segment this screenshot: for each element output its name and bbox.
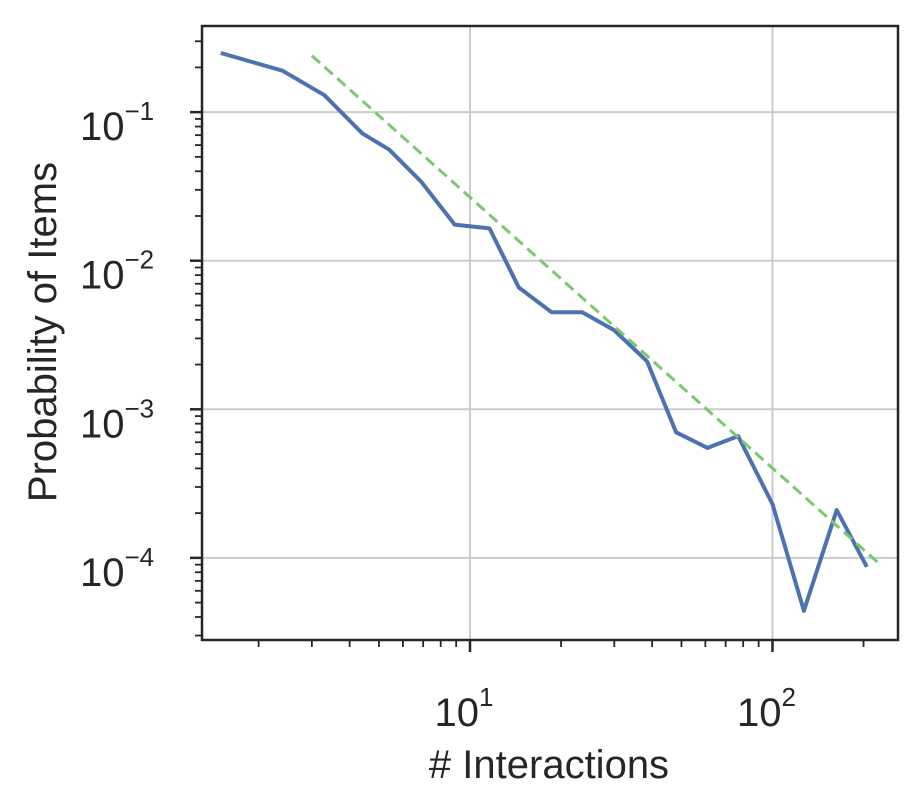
series-layer [220,51,883,613]
y-tick-base: 10 [80,402,125,446]
y-tick-exponent: −4 [125,542,155,572]
y-tick-label-1e-2: 10−2 [80,245,154,298]
plot-frame [200,24,900,642]
y-axis-label: Probability of Items [21,162,65,502]
x-tick-exponent: 2 [781,682,795,712]
x-tick-label-10: 101 [435,682,494,735]
y-tick-exponent: −3 [125,393,155,423]
y-tick-exponent: −2 [125,245,155,275]
y-tick-base: 10 [80,551,125,595]
x-tick-label-100: 102 [737,682,796,735]
y-tick-exponent: −1 [125,96,155,126]
y-tick-base: 10 [80,254,125,298]
y-tick-base: 10 [80,105,125,149]
power-law-fit-line [310,54,883,568]
y-tick-label-1e-1: 10−1 [80,96,154,149]
y-tick-label-1e-3: 10−3 [80,393,154,446]
x-tick-base: 10 [737,691,782,735]
minor-ticks [195,40,865,647]
empirical-distribution-line [220,51,869,613]
x-tick-exponent: 1 [479,682,493,712]
x-tick-base: 10 [435,691,480,735]
major-ticks [190,110,774,652]
grid [202,26,898,640]
x-axis-label: # Interactions [429,743,669,787]
y-tick-label-1e-4: 10−4 [80,542,154,595]
